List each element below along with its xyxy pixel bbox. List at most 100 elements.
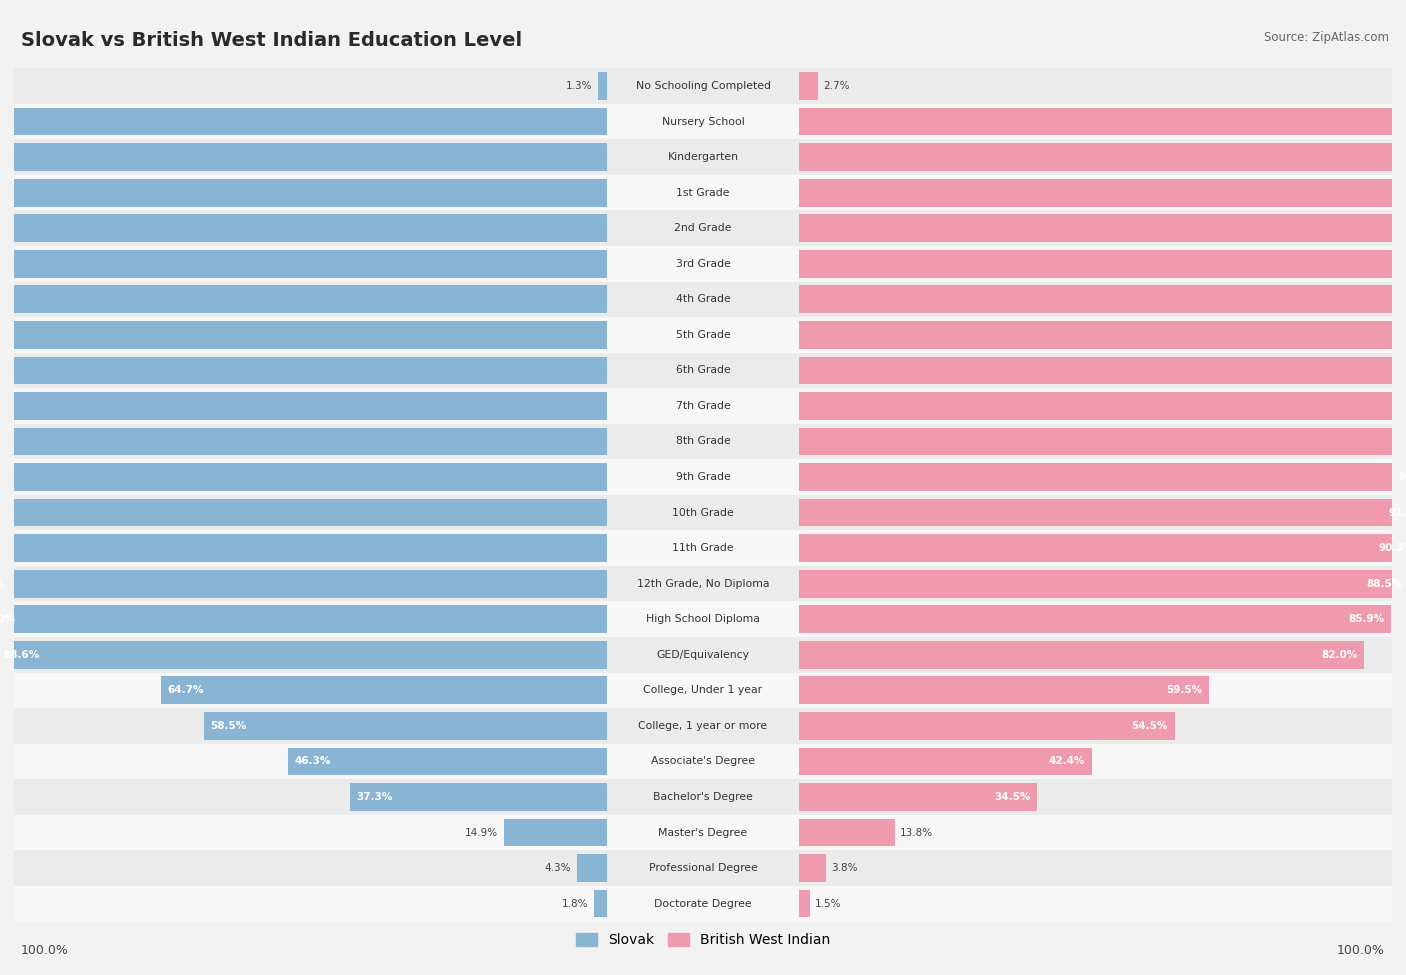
- Bar: [800, 321, 1406, 349]
- Bar: [14, 779, 1392, 815]
- Text: 93.6%: 93.6%: [0, 579, 4, 589]
- Bar: [0, 641, 606, 669]
- Bar: [204, 712, 606, 740]
- Text: 4.3%: 4.3%: [546, 863, 571, 873]
- Bar: [800, 712, 1175, 740]
- Text: 12th Grade, No Diploma: 12th Grade, No Diploma: [637, 579, 769, 589]
- Text: 2.7%: 2.7%: [824, 81, 851, 91]
- Text: 7th Grade: 7th Grade: [676, 401, 730, 410]
- Text: 82.0%: 82.0%: [1322, 649, 1358, 660]
- Bar: [0, 463, 606, 490]
- Bar: [14, 850, 1392, 886]
- Bar: [0, 214, 606, 242]
- Text: 9th Grade: 9th Grade: [676, 472, 730, 482]
- Text: 3rd Grade: 3rd Grade: [675, 258, 731, 269]
- Text: 4th Grade: 4th Grade: [676, 294, 730, 304]
- Text: 90.3%: 90.3%: [1378, 543, 1406, 553]
- Text: Master's Degree: Master's Degree: [658, 828, 748, 838]
- Bar: [14, 815, 1392, 850]
- Bar: [0, 107, 606, 136]
- Bar: [800, 569, 1406, 598]
- Bar: [0, 428, 606, 455]
- Bar: [0, 499, 606, 526]
- Text: 1.5%: 1.5%: [815, 899, 842, 909]
- Text: Nursery School: Nursery School: [662, 117, 744, 127]
- Legend: Slovak, British West Indian: Slovak, British West Indian: [571, 927, 835, 953]
- Text: 64.7%: 64.7%: [167, 685, 204, 695]
- Bar: [0, 321, 606, 349]
- Bar: [800, 214, 1406, 242]
- Text: 10th Grade: 10th Grade: [672, 508, 734, 518]
- Bar: [800, 428, 1406, 455]
- Bar: [0, 143, 606, 171]
- Bar: [14, 175, 1392, 211]
- Text: 11th Grade: 11th Grade: [672, 543, 734, 553]
- Bar: [14, 353, 1392, 388]
- Text: 42.4%: 42.4%: [1047, 757, 1084, 766]
- Bar: [0, 286, 606, 313]
- Bar: [14, 68, 1392, 103]
- Bar: [0, 569, 606, 598]
- Text: Bachelor's Degree: Bachelor's Degree: [652, 792, 754, 802]
- Text: 2nd Grade: 2nd Grade: [675, 223, 731, 233]
- Bar: [800, 748, 1091, 775]
- Bar: [800, 890, 810, 917]
- Text: College, 1 year or more: College, 1 year or more: [638, 721, 768, 731]
- Text: 3.8%: 3.8%: [831, 863, 858, 873]
- Bar: [14, 424, 1392, 459]
- Bar: [800, 250, 1406, 278]
- Bar: [14, 602, 1392, 637]
- Text: 5th Grade: 5th Grade: [676, 330, 730, 340]
- Text: 37.3%: 37.3%: [357, 792, 392, 802]
- Text: No Schooling Completed: No Schooling Completed: [636, 81, 770, 91]
- Bar: [350, 783, 606, 811]
- Bar: [0, 250, 606, 278]
- Bar: [14, 530, 1392, 566]
- Text: Associate's Degree: Associate's Degree: [651, 757, 755, 766]
- Bar: [800, 392, 1406, 420]
- Bar: [800, 463, 1406, 490]
- Text: Professional Degree: Professional Degree: [648, 863, 758, 873]
- Bar: [14, 282, 1392, 317]
- Text: 88.6%: 88.6%: [3, 649, 39, 660]
- Bar: [800, 499, 1406, 526]
- Text: GED/Equivalency: GED/Equivalency: [657, 649, 749, 660]
- Bar: [14, 566, 1392, 602]
- Text: 46.3%: 46.3%: [294, 757, 330, 766]
- Bar: [14, 317, 1392, 353]
- Bar: [0, 534, 606, 562]
- Bar: [800, 819, 894, 846]
- Bar: [800, 534, 1406, 562]
- Text: 54.5%: 54.5%: [1132, 721, 1168, 731]
- Text: 1st Grade: 1st Grade: [676, 187, 730, 198]
- Text: 6th Grade: 6th Grade: [676, 366, 730, 375]
- Text: 91.8%: 91.8%: [1389, 508, 1406, 518]
- Bar: [14, 744, 1392, 779]
- Text: 8th Grade: 8th Grade: [676, 437, 730, 447]
- Bar: [14, 139, 1392, 175]
- Bar: [14, 886, 1392, 921]
- Bar: [800, 854, 825, 882]
- Bar: [14, 637, 1392, 673]
- Bar: [0, 178, 606, 207]
- Bar: [14, 673, 1392, 708]
- Text: Source: ZipAtlas.com: Source: ZipAtlas.com: [1264, 31, 1389, 44]
- Bar: [800, 107, 1406, 136]
- Bar: [576, 854, 606, 882]
- Text: 85.9%: 85.9%: [1348, 614, 1385, 624]
- Bar: [800, 641, 1364, 669]
- Text: 92.0%: 92.0%: [0, 614, 15, 624]
- Bar: [800, 286, 1406, 313]
- Text: High School Diploma: High School Diploma: [647, 614, 759, 624]
- Text: 100.0%: 100.0%: [21, 945, 69, 957]
- Bar: [0, 392, 606, 420]
- Bar: [14, 494, 1392, 530]
- Bar: [503, 819, 606, 846]
- Text: 59.5%: 59.5%: [1167, 685, 1202, 695]
- Text: Kindergarten: Kindergarten: [668, 152, 738, 162]
- Text: 13.8%: 13.8%: [900, 828, 934, 838]
- Bar: [800, 357, 1406, 384]
- Text: 93.2%: 93.2%: [1399, 472, 1406, 482]
- Text: 34.5%: 34.5%: [994, 792, 1031, 802]
- Bar: [800, 178, 1406, 207]
